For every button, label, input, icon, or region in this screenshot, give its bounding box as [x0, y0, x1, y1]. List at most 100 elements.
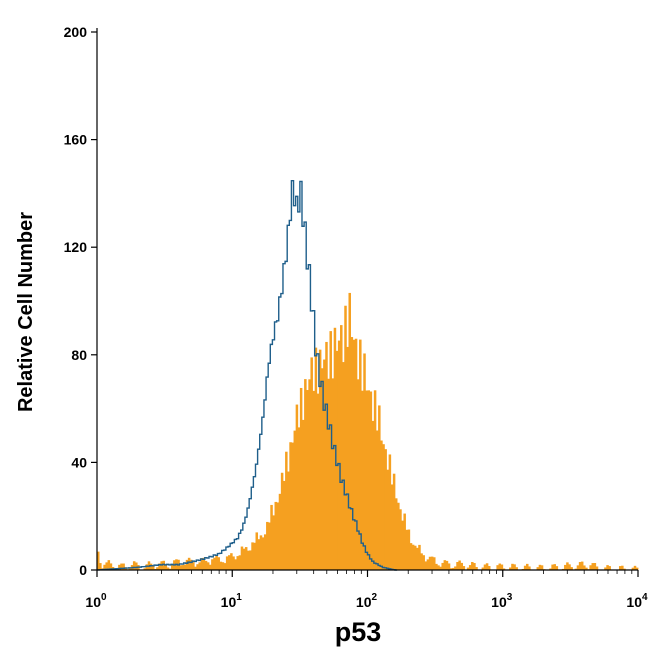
histogram-bar — [321, 368, 324, 570]
histogram-bar — [496, 565, 499, 570]
histogram-bar — [337, 340, 341, 570]
histogram-bar — [236, 556, 239, 570]
histogram-bar — [439, 566, 442, 570]
histogram-bar — [608, 566, 611, 570]
histogram-bar — [255, 532, 259, 570]
histogram-bar — [312, 390, 316, 570]
histogram-bar — [481, 567, 485, 570]
histogram-bar — [536, 567, 540, 570]
histogram-bar — [585, 567, 588, 570]
histogram-bar — [263, 534, 267, 570]
histogram-bar — [354, 338, 358, 570]
histogram-bar — [293, 430, 297, 570]
y-tick-label: 120 — [64, 239, 88, 255]
histogram-bar — [120, 563, 123, 570]
histogram-bar — [618, 566, 622, 570]
histogram-bar — [200, 558, 204, 570]
y-axis-title: Relative Cell Number — [15, 212, 37, 412]
histogram-bar — [515, 567, 518, 570]
histogram-bar — [301, 419, 305, 570]
histogram-bar — [475, 567, 478, 570]
histogram-bar — [449, 568, 453, 570]
histogram-bar — [202, 557, 206, 570]
histogram-bar — [211, 559, 214, 570]
histogram-bar — [253, 542, 256, 570]
histogram-bar — [428, 556, 432, 570]
histogram-bar — [350, 337, 354, 570]
histogram-bar — [181, 565, 185, 570]
histogram-bar — [483, 564, 487, 570]
histogram-bar — [595, 566, 599, 570]
y-tick-label: 200 — [64, 24, 88, 40]
y-tick-label: 160 — [64, 132, 88, 148]
histogram-bar — [553, 564, 556, 570]
histogram-bar — [435, 563, 438, 570]
histogram-bar — [323, 359, 326, 570]
histogram-bar — [589, 565, 592, 570]
histogram-bar — [291, 442, 294, 570]
histogram-bar — [441, 562, 444, 570]
histogram-bar — [242, 548, 246, 570]
histogram-bar — [388, 454, 392, 570]
histogram-bar — [318, 349, 322, 570]
x-axis-title: p53 — [335, 617, 382, 647]
histogram-bar — [257, 539, 261, 570]
histogram-bar — [458, 560, 461, 570]
histogram-bar — [367, 390, 371, 570]
histogram-bar — [416, 547, 419, 570]
x-tick-label: 103 — [491, 592, 513, 610]
histogram-bar — [316, 393, 320, 570]
histogram-bar — [348, 292, 351, 570]
histogram-bar — [430, 556, 434, 570]
histogram-bar — [485, 563, 489, 570]
histogram-bar — [460, 562, 463, 570]
histogram-bar — [228, 555, 231, 570]
histogram-bar — [433, 557, 436, 570]
histogram-bar — [206, 562, 210, 570]
histogram-bar — [359, 339, 362, 570]
histogram-bar — [306, 390, 309, 570]
histogram-bar — [209, 564, 212, 570]
histogram-bar — [397, 502, 400, 570]
histogram-bar — [213, 557, 216, 570]
histogram-bar — [401, 520, 404, 570]
histogram-bar — [270, 504, 273, 570]
histogram-bar — [538, 564, 542, 570]
y-tick-label: 40 — [71, 454, 87, 470]
histogram-bar — [238, 555, 242, 570]
histogram-bar — [373, 390, 377, 570]
histogram-bar — [297, 427, 301, 570]
histogram-bar — [196, 564, 199, 570]
histogram-bar — [217, 557, 220, 570]
histogram-bar — [247, 550, 250, 570]
histogram-bar — [468, 565, 472, 570]
histogram-bar — [574, 568, 578, 570]
x-tick-exponent: 3 — [507, 592, 513, 603]
histogram-bar — [280, 472, 284, 570]
histogram-bar — [424, 561, 428, 570]
histogram-bar — [513, 564, 516, 570]
histogram-bar — [168, 568, 172, 570]
histogram-bar — [232, 556, 235, 570]
histogram-bar — [363, 353, 366, 570]
histogram-bar — [576, 565, 580, 570]
histogram-bar — [223, 563, 227, 570]
histogram-bar — [325, 341, 328, 570]
histogram-bar — [466, 567, 470, 570]
histogram-bar — [392, 473, 396, 570]
x-tick-exponent: 4 — [642, 592, 648, 603]
histogram-bar — [244, 547, 248, 570]
histogram-bar — [333, 327, 337, 570]
histogram-bar — [335, 350, 339, 570]
histogram-bar — [99, 563, 102, 570]
histogram-bar — [454, 566, 457, 570]
histogram-bar — [276, 502, 280, 570]
histogram-bar — [327, 378, 330, 570]
histogram-bar — [422, 555, 425, 570]
histogram-bar — [107, 560, 111, 570]
histogram-bar — [621, 565, 624, 570]
histogram-bar — [287, 471, 290, 570]
histogram-bar — [456, 562, 459, 570]
histogram-bar — [259, 535, 263, 570]
